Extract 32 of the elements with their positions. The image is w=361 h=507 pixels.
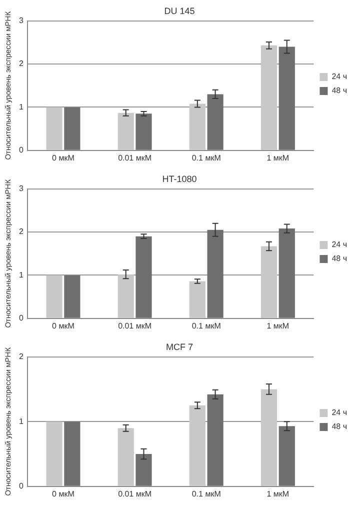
x-tick-label: 0.1 мкМ (192, 321, 222, 330)
y-tick-label: 3 (18, 184, 24, 194)
legend-label: 48 ч (332, 86, 348, 96)
y-tick-label: 2 (18, 227, 24, 236)
x-tick-label: 1 мкМ (266, 153, 290, 162)
x-tick-label: 1 мкМ (266, 321, 290, 330)
y-tick-label: 1 (18, 270, 24, 280)
y-tick-label: 3 (18, 16, 24, 26)
chart-title: HT-1080 (162, 174, 197, 184)
x-tick-label: 0.1 мкМ (192, 153, 222, 162)
y-tick-label: 1 (18, 102, 24, 112)
x-tick-label: 0.01 мкМ (118, 153, 152, 162)
x-tick-label: 0 мкМ (52, 321, 75, 330)
legend-label: 24 ч (332, 240, 348, 250)
legend-label: 48 ч (332, 422, 348, 432)
x-tick-label: 0 мкМ (52, 153, 75, 162)
legend-label: 24 ч (332, 408, 348, 418)
x-tick-label: 0.1 мкМ (192, 489, 222, 498)
chart-title: MCF 7 (166, 342, 193, 352)
chart-title: DU 145 (164, 6, 195, 16)
y-tick-label: 2 (18, 352, 24, 362)
legend-label: 24 ч (332, 72, 348, 82)
x-tick-label: 0.01 мкМ (118, 321, 152, 330)
x-tick-label: 1 мкМ (266, 489, 290, 498)
legend-label: 48 ч (332, 254, 348, 264)
y-tick-label: 0 (18, 146, 24, 155)
y-tick-label: 0 (18, 314, 24, 323)
y-tick-label: 2 (18, 59, 24, 68)
x-tick-label: 0.01 мкМ (118, 489, 152, 498)
x-tick-label: 0 мкМ (52, 489, 75, 498)
y-tick-label: 0 (18, 482, 24, 491)
y-tick-label: 1 (18, 416, 24, 426)
